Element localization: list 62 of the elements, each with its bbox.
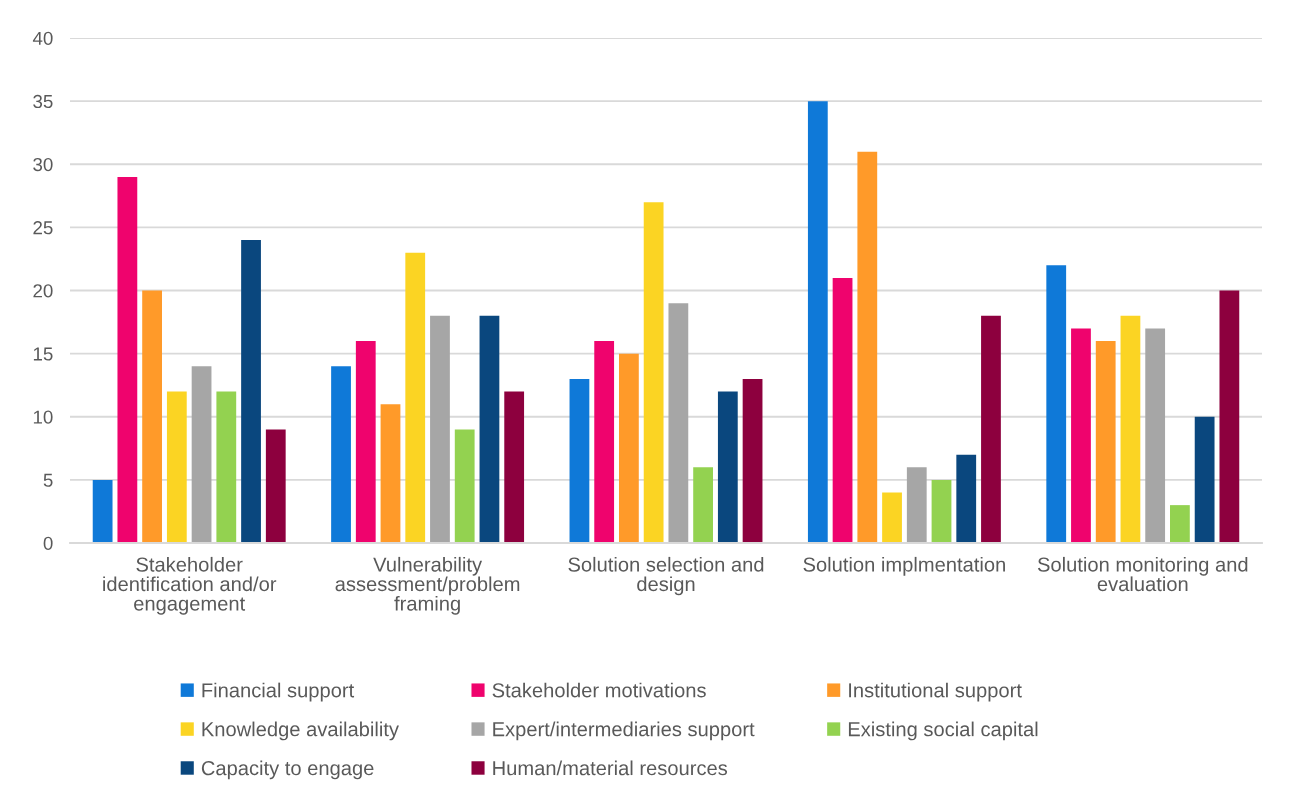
bar bbox=[1071, 328, 1091, 543]
bar bbox=[956, 454, 977, 543]
bar bbox=[241, 240, 261, 543]
legend-label: Existing social capital bbox=[848, 721, 1038, 741]
bar bbox=[142, 290, 162, 543]
bar bbox=[117, 176, 138, 543]
legend-label: Institutional support bbox=[849, 682, 1022, 702]
bar bbox=[857, 151, 878, 543]
bar bbox=[832, 277, 853, 543]
bar bbox=[92, 479, 113, 543]
bar bbox=[569, 378, 590, 543]
bar bbox=[1170, 505, 1190, 543]
legend-label: Knowledge availability bbox=[202, 721, 399, 741]
bar bbox=[430, 315, 450, 543]
bar bbox=[1046, 265, 1067, 543]
bar bbox=[693, 467, 713, 543]
bar bbox=[405, 252, 426, 543]
x-tick-label: Vulnerability assessment/problem framing bbox=[335, 556, 520, 615]
x-tick-label: Solution monitoring and evaluation bbox=[1037, 556, 1248, 592]
bar bbox=[981, 315, 1001, 543]
bar bbox=[619, 353, 639, 543]
bar bbox=[1120, 315, 1141, 543]
bar bbox=[1145, 328, 1166, 543]
bar bbox=[331, 366, 351, 543]
bar bbox=[191, 366, 212, 543]
bar bbox=[807, 101, 828, 543]
bar bbox=[479, 315, 500, 543]
bar bbox=[380, 404, 401, 543]
bar bbox=[668, 303, 689, 543]
bar bbox=[454, 429, 475, 543]
legend-label: Capacity to engage bbox=[201, 760, 374, 780]
y-tick-label: 15 bbox=[33, 347, 53, 361]
bar bbox=[504, 391, 525, 543]
y-tick-label: 20 bbox=[33, 284, 53, 298]
legend-label: Stakeholder motivations bbox=[492, 682, 706, 698]
y-tick-label: 0 bbox=[43, 536, 53, 550]
bar bbox=[166, 391, 187, 543]
bar bbox=[717, 391, 738, 543]
bar bbox=[1095, 341, 1116, 543]
bar bbox=[355, 341, 376, 543]
y-tick-label: 25 bbox=[33, 221, 53, 235]
y-tick-label: 35 bbox=[33, 94, 53, 109]
y-tick-label: 30 bbox=[33, 157, 53, 172]
bar bbox=[216, 391, 237, 543]
bar bbox=[1194, 416, 1215, 543]
bar bbox=[742, 378, 763, 543]
y-tick-label: 5 bbox=[43, 473, 53, 487]
x-tick-label: Solution implmentation bbox=[803, 556, 1005, 576]
y-tick-label: 10 bbox=[33, 410, 53, 424]
y-tick-label: 40 bbox=[32, 31, 53, 45]
bar bbox=[265, 429, 286, 543]
bar bbox=[882, 492, 902, 543]
x-tick-label: Solution selection and design bbox=[568, 556, 764, 596]
legend-label: Human/material resources bbox=[493, 760, 728, 776]
x-tick-label: Stakeholder identification and/or engagement bbox=[103, 556, 277, 615]
bar bbox=[906, 467, 927, 543]
bar bbox=[1219, 290, 1240, 543]
bar bbox=[643, 202, 664, 543]
bar bbox=[931, 479, 952, 543]
bar bbox=[594, 341, 615, 543]
legend-label: Financial support bbox=[202, 682, 355, 702]
legend-label: Expert/intermediaries support bbox=[493, 721, 755, 741]
